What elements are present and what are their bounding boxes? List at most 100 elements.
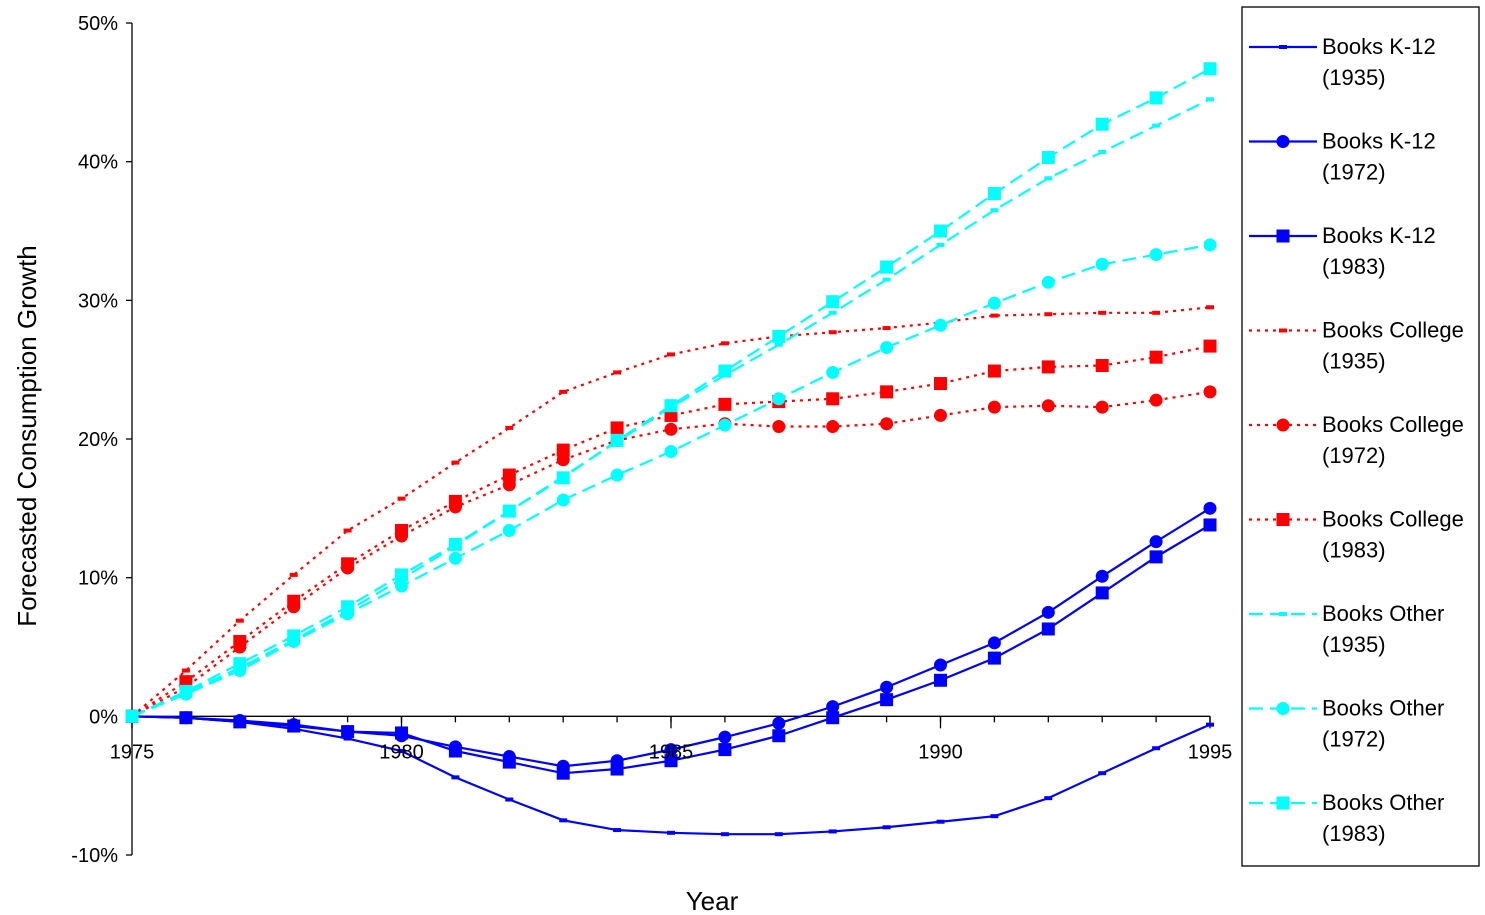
data-point [774,832,783,837]
data-point [1203,62,1217,76]
data-point [987,364,1001,378]
legend-label: Books College [1322,412,1464,437]
series-line [131,390,1211,718]
legend-item: Books K-12 (1983) [1249,223,1436,279]
data-point [667,352,675,357]
series-line [131,715,1211,836]
data-point [502,504,516,518]
legend-swatch-marker [1279,328,1287,333]
data-point [1206,305,1214,310]
data-point [610,433,624,447]
series [128,714,1214,837]
data-point [826,365,840,379]
data-point [934,224,947,238]
data-point [502,755,516,769]
data-point [1152,746,1161,751]
legend: Books K-12 (1935) Books K-12(1972) Books K-… [1241,6,1480,867]
data-point [880,385,894,399]
legend-swatch-marker [1276,418,1290,432]
legend-label-year: (1935) [1322,349,1386,374]
data-point [1203,501,1217,515]
data-point [343,528,352,533]
legend-label-year: (1983) [1322,821,1386,846]
data-point [1041,275,1055,289]
data-point [772,392,786,406]
legend-label: Books College [1322,507,1464,532]
data-point [664,399,678,413]
data-point [1149,350,1163,364]
data-point [233,657,247,671]
series-line [131,345,1211,718]
data-point [720,832,729,837]
data-point [448,744,462,758]
series [125,238,1217,723]
data-point [826,392,840,406]
data-point [882,277,891,282]
y-tick-label: 20% [78,429,118,451]
legend-swatch-marker [1276,229,1290,243]
legend-item: Books College (1972) [1249,412,1464,468]
legend-swatch-marker [1276,135,1290,148]
data-point [556,471,570,485]
data-point [990,814,999,819]
data-point [181,668,190,673]
x-tick-label: 1990 [918,741,963,763]
legend-item: Books Other (1935) [1249,601,1444,657]
data-point [826,711,840,725]
legend-swatch-marker [1276,513,1290,526]
legend-item: Books College (1983) [1249,507,1464,563]
data-point [1149,393,1163,407]
data-point [559,818,568,823]
data-point [448,494,462,508]
data-point [1152,123,1161,128]
data-point [1044,312,1053,317]
data-point [287,719,301,733]
data-point [1095,359,1109,373]
data-point [718,364,732,378]
data-point [1095,586,1109,600]
data-point [233,634,247,648]
data-point [1095,257,1109,271]
data-point [936,819,945,824]
data-point [287,594,301,608]
data-point [880,260,894,274]
legend-swatch-marker [1276,702,1290,715]
data-point [395,726,408,740]
data-point [610,468,624,482]
data-point [1149,91,1163,105]
legend-item: Books K-12 (1972) [1249,129,1436,185]
data-point [720,341,729,346]
data-point [556,443,570,457]
data-point [395,524,408,538]
data-point [341,600,355,614]
data-point [395,568,408,582]
data-point [502,524,516,538]
data-point [772,729,786,743]
data-point [1203,518,1217,532]
data-point [718,418,732,432]
data-point [451,460,460,465]
legend-item: Books College (1935) [1249,318,1464,374]
data-point [934,318,947,332]
data-point [664,422,678,436]
data-point [990,208,999,213]
data-point [613,370,622,375]
data-point [343,736,352,741]
series-line [131,524,1211,775]
data-point [1149,535,1163,549]
series [125,518,1217,780]
series [125,385,1217,723]
legend-label-year: (1983) [1322,538,1386,563]
data-point [1041,622,1055,636]
legend-swatch-marker [1279,612,1287,616]
legend-label: Books K-12 [1322,223,1436,248]
legend-label-year: (1935) [1322,65,1386,90]
data-point [1044,796,1053,801]
data-point [718,743,732,757]
data-point [826,295,840,309]
legend-label: Books Other [1322,601,1444,626]
data-point [451,775,460,780]
data-point [1152,310,1161,315]
legend-swatch-marker [1276,796,1290,810]
